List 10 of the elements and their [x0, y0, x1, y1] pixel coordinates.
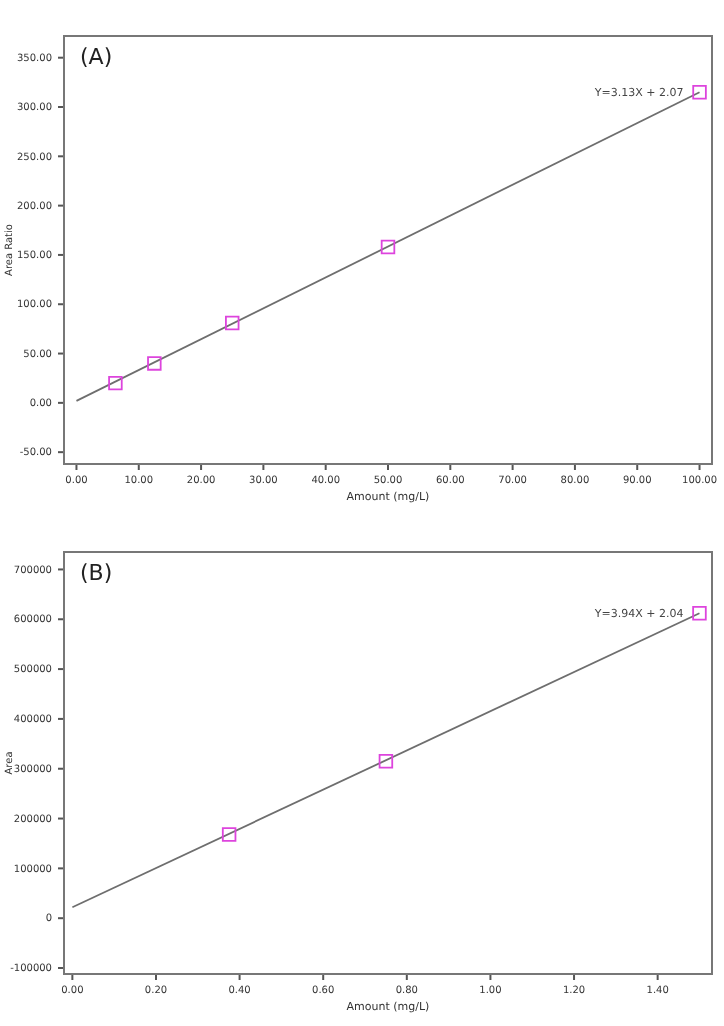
point — [147, 356, 162, 371]
chart-title: (A) — [80, 44, 113, 70]
point — [108, 375, 123, 391]
point — [378, 754, 394, 769]
point — [221, 827, 237, 842]
point — [692, 84, 707, 100]
point — [225, 315, 240, 331]
chart-title: (B) — [80, 560, 113, 586]
point — [380, 239, 396, 255]
point — [692, 606, 707, 621]
